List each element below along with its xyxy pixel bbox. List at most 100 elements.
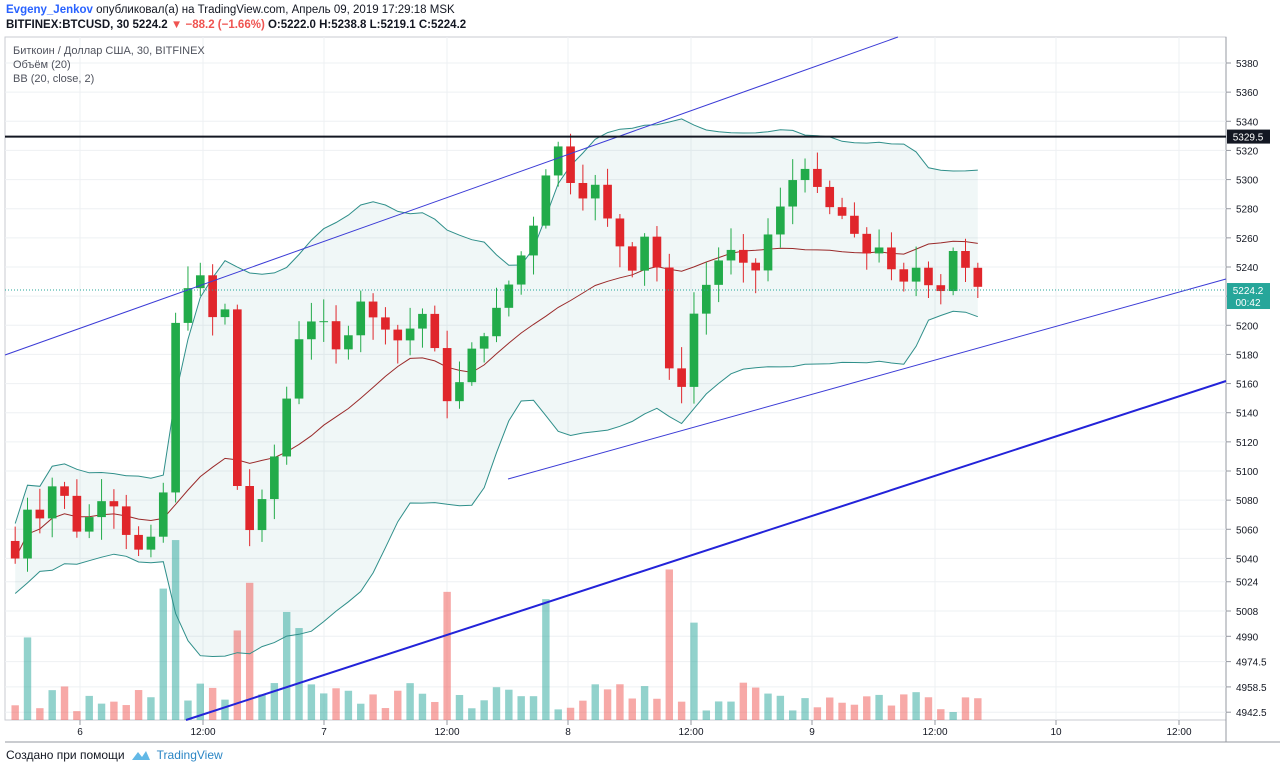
volume-bar [727,701,735,720]
resistance-price-label: 5329.5 [1233,133,1264,144]
volume-bar [320,693,328,720]
volume-bar [554,709,562,720]
candle-body [442,348,452,402]
y-tick-label: 5008 [1236,607,1259,618]
candle-body [195,275,205,289]
candle-body [899,269,909,282]
candle-body [627,246,637,271]
support-trend-line [185,380,1227,721]
candle-body [393,329,403,341]
volume-bar [443,591,451,720]
y-tick-label: 5120 [1236,438,1259,449]
candle-body [652,236,662,268]
volume-bar [159,588,167,720]
volume-bar [789,710,797,720]
channel-lower-line [507,278,1227,480]
x-tick-label: 9 [809,727,815,738]
candle-body [233,309,242,487]
candle-body [837,207,847,216]
candle-body [615,218,625,247]
bb-basis-line [14,240,978,559]
candle-body [973,267,983,287]
candle-body [739,249,748,263]
change-text: ▼ −88.2 (−1.66%) [170,19,265,31]
volume-bar [245,582,254,720]
candle-body [714,260,723,285]
last-price-tag [1227,283,1270,310]
y-tick-label: 4942.5 [1236,708,1267,719]
candle-body [516,255,526,285]
candle-body [603,184,612,219]
x-tick-label: 12:00 [434,727,459,738]
candle-body [862,233,872,254]
volume-bar [591,684,599,720]
volume-bar [616,684,624,720]
legend-title: Биткоин / Доллар США, 30, BITFINEX [13,45,205,57]
y-tick-label: 5320 [1236,146,1259,157]
symbol-line: BITFINEX:BTCUSD, 30 5224.2 ▼ −88.2 (−1.6… [6,18,466,33]
candle-body [492,307,501,337]
channel-lines [4,36,1227,721]
y-tick-label: 5340 [1236,117,1259,128]
volume-bar [974,698,982,720]
volume-bar [887,705,896,720]
x-tick-label: 6 [77,727,83,738]
volume-bar [455,694,464,720]
y-tick-label: 5060 [1236,525,1259,536]
volume-bar [184,700,192,720]
volume-bar [863,696,871,720]
publish-header: Evgeny_Jenkov опубликовал(а) на TradingV… [6,3,466,33]
volume-bar [949,711,957,720]
last-price-label: 5224.2 [1233,286,1264,297]
volume-bar [776,695,785,720]
candle-body [887,247,896,270]
price-labels: 5329.5 5224.200:42 [1227,129,1270,310]
candle-body [430,313,440,349]
volume-bar [295,628,303,720]
volume-bar [665,569,673,720]
bb-band-fill [15,118,978,657]
volume-bar [937,709,945,720]
volume-bar [171,540,180,720]
volume-bar [60,686,69,720]
candle-body [319,321,329,323]
volume-bar [48,690,56,720]
candle-body [948,250,958,292]
candle-body [97,501,106,518]
y-tick-label: 5024 [1236,578,1259,589]
y-tick-label: 5140 [1236,409,1259,420]
y-tick-label: 5360 [1236,88,1259,99]
candle-body [47,486,57,519]
volume-bar [480,700,488,720]
volume-bar [344,690,353,720]
last-price-text: 5224.2 [132,19,168,31]
y-tick-label: 5200 [1236,321,1259,332]
candle-body [701,284,711,314]
volume-bar [826,697,834,720]
y-tick-label: 5100 [1236,467,1259,478]
legend-volume: Объём (20) [13,59,71,71]
volume-bar [517,696,525,720]
y-tick-label: 5240 [1236,263,1259,274]
candle-body [689,313,699,387]
volume-bar [23,637,32,720]
volume-bar [628,698,636,720]
candle-body [208,275,217,318]
author-link[interactable]: Evgeny_Jenkov [6,4,93,16]
volume-bar [838,702,846,720]
volume-bar [529,696,538,720]
footer-brand[interactable]: TradingView [156,748,223,762]
candle-body [553,146,563,176]
volume-bar [813,707,822,720]
candle-body [664,267,674,369]
candle-body [72,495,82,532]
candle-body [381,317,390,330]
candle-body [171,322,180,493]
y-tick-label: 4958.5 [1236,683,1267,694]
x-tick-label: 12:00 [922,727,947,738]
volume-bar [307,684,316,720]
candle-body [924,267,933,286]
volume-bar [764,693,772,720]
volume-bar [381,708,390,720]
